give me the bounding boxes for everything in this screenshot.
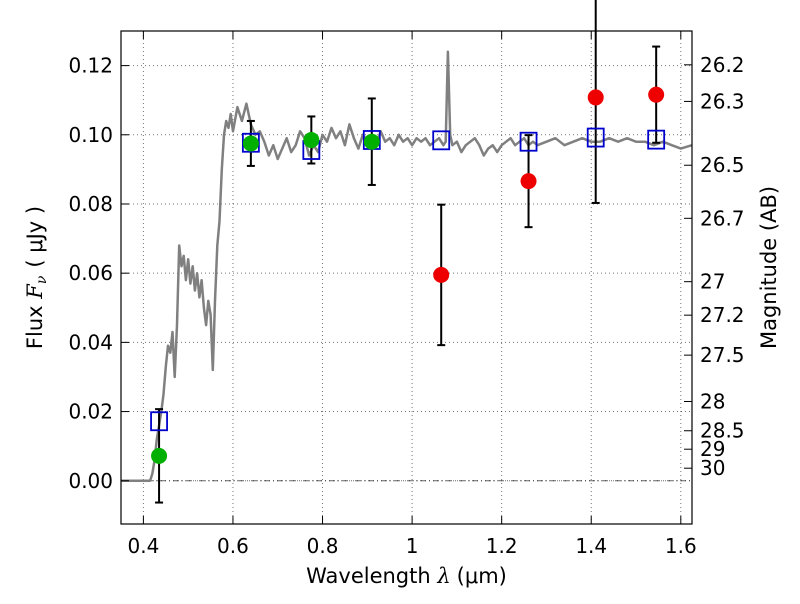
upper-flux-point: [648, 86, 665, 103]
y-axis-label-fnu: F: [23, 283, 47, 300]
y2-tick-label: 27: [700, 270, 725, 294]
y-tick-label: 0.00: [68, 469, 113, 493]
y-axis-label: Flux Fν ( μJy ): [23, 206, 50, 349]
y2-tick-label: 26.2: [700, 53, 745, 77]
x-axis-label-unit: (μm): [457, 564, 507, 588]
model-photometry-square: [586, 127, 605, 148]
grid: [121, 31, 692, 524]
data-markers: [150, 86, 666, 464]
y-axis-label-fnu-sub: ν: [34, 275, 50, 284]
model-photometry-square: [150, 411, 168, 432]
y-axis-label-prefix: Flux: [23, 299, 47, 349]
detected-flux-point: [303, 131, 320, 148]
detected-flux-point: [242, 135, 259, 152]
y2-tick-label: 27.2: [700, 303, 745, 327]
x-axis-label-lambda: λ: [436, 564, 450, 588]
detected-flux-point: [151, 447, 168, 464]
x-tick-label: 0.6: [217, 534, 249, 558]
y2-tick-label: 26.3: [700, 89, 745, 113]
y-tick-label: 0.08: [68, 192, 113, 216]
detected-flux-point: [363, 133, 380, 150]
model-spectrum: [121, 50, 693, 483]
x-tick-label: 1.6: [665, 534, 697, 558]
x-tick-label: 1: [406, 534, 419, 558]
model-photometry-square: [519, 131, 538, 152]
plot-frame: [120, 30, 693, 525]
model-photometry-square: [647, 129, 666, 150]
y2-tick-label: 28: [700, 389, 725, 413]
x-tick-label: 0.8: [307, 534, 339, 558]
model-photometry-square: [432, 130, 451, 151]
upper-flux-point: [520, 173, 537, 190]
x-tick-label: 1.4: [575, 534, 607, 558]
y-tick-label: 0.04: [68, 330, 113, 354]
x-tick-label: 1.2: [486, 534, 518, 558]
y2-tick-label: 26.7: [700, 206, 745, 230]
y2-axis-label: Magnitude (AB): [757, 186, 781, 349]
y-axis-label-unit: ( μJy ): [23, 206, 47, 268]
y-tick-label: 0.06: [68, 261, 113, 285]
error-bars: [155, 0, 661, 504]
model-spectrum-line: [121, 50, 693, 483]
y2-tick-label: 27.5: [700, 343, 745, 367]
y-tick-label: 0.12: [68, 54, 113, 78]
y-tick-label: 0.10: [68, 123, 113, 147]
y2-tick-label: 30: [700, 456, 725, 480]
ticks: 0.4 0.6 0.8 1 1.2 1.4 1.6 0.00 0.02 0.04 0.06 0.08 0…: [68, 31, 745, 558]
y2-tick-label: 29: [700, 437, 725, 461]
x-axis-label-prefix: Wavelength: [306, 564, 437, 588]
x-axis-label: Wavelength λ (μm): [306, 564, 507, 588]
upper-flux-point: [433, 266, 450, 283]
model-photometry-square: [241, 132, 260, 153]
y2-tick-label: 26.5: [700, 153, 745, 177]
y2-tick-label: 28.5: [700, 419, 745, 443]
y-tick-label: 0.02: [68, 400, 113, 424]
x-tick-label: 0.4: [127, 534, 159, 558]
upper-flux-point: [587, 89, 604, 106]
